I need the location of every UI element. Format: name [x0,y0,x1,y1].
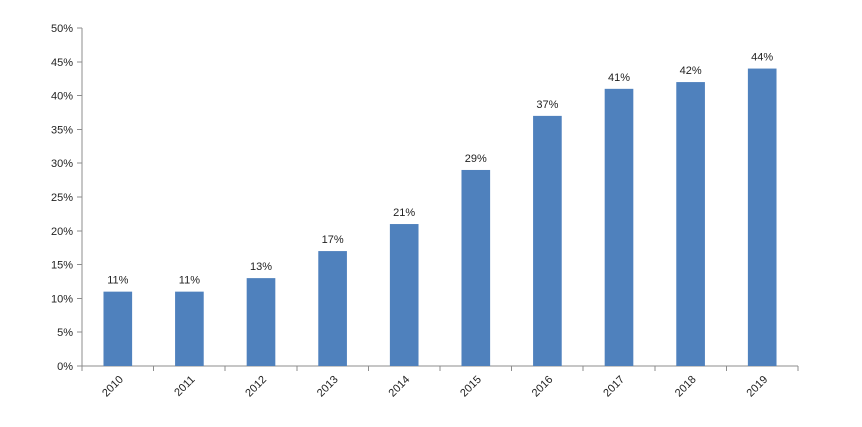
y-tick-label: 25% [51,192,73,204]
bar [533,115,562,366]
x-tick-label: 2017 [601,374,627,400]
data-label: 41% [608,72,630,84]
bars [103,68,777,366]
data-label: 21% [393,207,415,219]
x-tick-label: 2016 [530,374,556,400]
y-tick-label: 10% [51,293,73,305]
y-axis: 0% 5% 10% 15% 20% 25% 30% 35% 40% 45% 50% [51,23,83,373]
x-tick-label: 2012 [243,374,269,400]
bar [676,82,705,366]
y-tick-label: 5% [57,327,73,339]
y-tick-label: 20% [51,226,73,238]
x-tick-label: 2018 [673,374,699,400]
data-label: 13% [250,261,272,273]
y-tick-label: 50% [51,23,73,35]
y-tick-label: 40% [51,91,73,103]
x-tick-label: 2013 [315,374,341,400]
data-label: 17% [322,234,344,246]
data-label: 37% [536,99,558,111]
x-tick-label: 2019 [745,374,771,400]
x-tick-label: 2015 [458,374,484,400]
bar [461,169,491,366]
x-tick-label: 2011 [172,374,197,399]
y-tick-label: 35% [51,124,73,136]
bar [747,68,777,366]
bar [103,291,133,366]
data-labels: 11% 11% 13% 17% 21% 29% 37% 41% 42% 44% [107,52,773,287]
data-label: 42% [680,65,702,77]
bar [318,251,347,366]
y-tick-label: 0% [57,361,73,373]
x-tick-label: 2014 [387,374,413,400]
y-tick-label: 30% [51,158,73,170]
y-tick-label: 15% [51,260,73,272]
data-label: 44% [751,52,773,64]
data-label: 29% [465,153,487,165]
y-tick-label: 45% [51,57,73,69]
bar [246,278,276,366]
bar [175,291,204,366]
data-label: 11% [107,275,128,287]
x-tick-label: 2010 [100,374,126,400]
data-label: 11% [179,275,200,287]
bar [604,88,634,366]
x-axis: 2010 2011 2012 2013 2014 2015 2016 2017 2018 2019 [81,365,799,400]
bar [389,224,419,366]
